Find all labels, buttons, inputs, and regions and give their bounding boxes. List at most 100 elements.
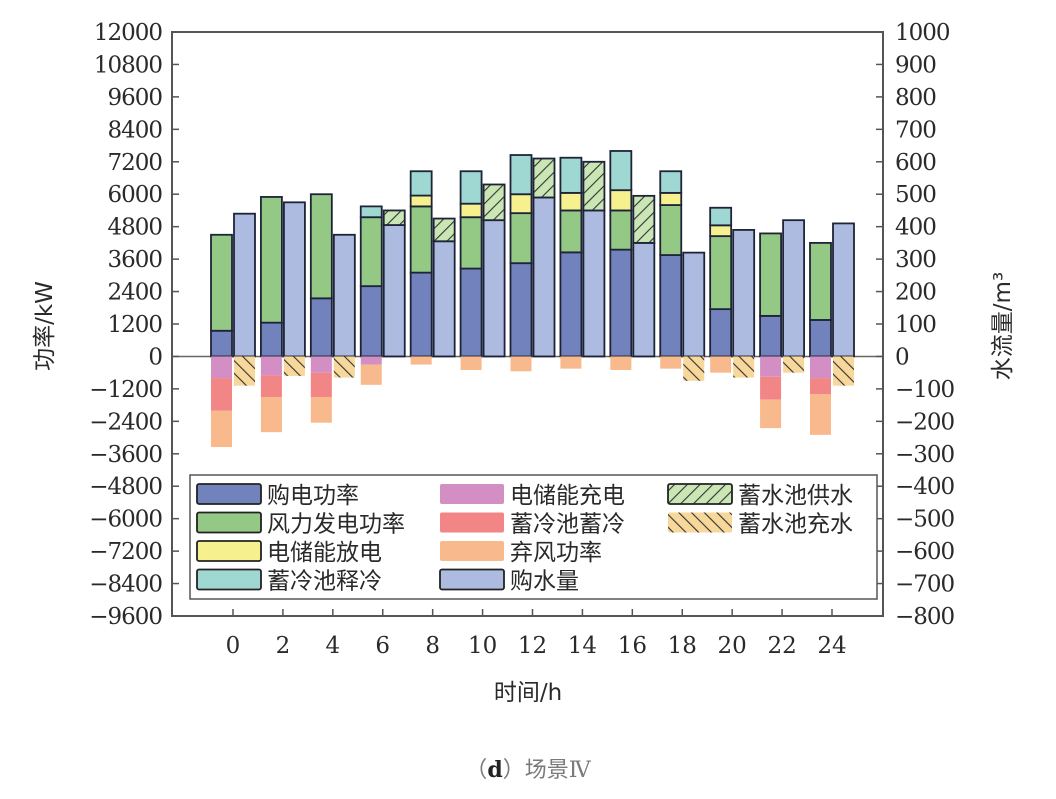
x-tick-label: 2 xyxy=(276,633,291,659)
power-bar-segment xyxy=(559,156,583,194)
water-bar-segment xyxy=(833,356,854,386)
right-tick-label: 0 xyxy=(895,344,909,370)
x-tick-label: 10 xyxy=(468,633,497,659)
power-bar-segment xyxy=(609,248,633,358)
right-tick-label: −100 xyxy=(895,377,955,403)
water-bar-segment xyxy=(783,356,805,373)
water-bar-segment xyxy=(333,356,355,378)
left-tick-label: 6000 xyxy=(107,182,162,208)
right-tick-label: 700 xyxy=(895,117,936,143)
left-tick-label: 4800 xyxy=(107,215,162,241)
water-bar-segment xyxy=(832,222,855,358)
legend-label: 蓄冷池释冷 xyxy=(267,569,382,595)
legend-swatch-purchase-power xyxy=(196,483,262,505)
left-tick-label: 2400 xyxy=(107,280,162,306)
power-bar-segment xyxy=(609,189,633,212)
y2-axis-title: 水流量/m³ xyxy=(990,272,1016,380)
x-tick-label: 16 xyxy=(618,633,647,659)
power-bar-segment xyxy=(260,196,283,324)
power-bar-segment xyxy=(610,356,632,370)
power-bar-segment xyxy=(509,154,533,196)
x-tick-label: 12 xyxy=(518,633,547,659)
legend-swatch-wind-power xyxy=(196,511,262,534)
power-bar-segment xyxy=(359,216,383,288)
left-tick-label: −2400 xyxy=(89,409,162,435)
power-bar-segment xyxy=(810,378,831,395)
left-tick-label: −4800 xyxy=(89,474,162,500)
right-tick-label: 500 xyxy=(895,182,936,208)
power-bar-segment xyxy=(509,262,533,358)
power-bar-segment xyxy=(709,224,733,238)
right-tick-label: −500 xyxy=(895,507,955,533)
power-bar-segment xyxy=(660,356,682,369)
water-bar-segment xyxy=(432,217,456,243)
power-bar-segment xyxy=(409,194,433,208)
power-bar-segment xyxy=(310,372,332,397)
caption-letter: d xyxy=(487,757,503,783)
left-tick-label: −8400 xyxy=(89,572,162,598)
power-bar-segment xyxy=(560,356,582,369)
power-bar-segment xyxy=(559,209,583,254)
left-tick-label: 8400 xyxy=(107,117,162,143)
x-tick-label: 6 xyxy=(375,633,390,659)
water-bar-segment xyxy=(582,160,606,212)
power-bar-segment xyxy=(710,356,732,373)
power-bar-segment xyxy=(659,170,683,194)
water-bar-segment xyxy=(283,201,306,358)
left-tick-label: −7200 xyxy=(89,539,162,565)
power-bar-segment xyxy=(211,410,232,448)
water-bar-segment xyxy=(732,229,756,358)
left-tick-label: 9600 xyxy=(107,85,162,111)
power-bar-segment xyxy=(760,376,782,400)
legend-swatch-wind-curtail xyxy=(440,541,504,561)
right-tick-label: −700 xyxy=(895,572,955,598)
x-tick-label: 18 xyxy=(668,633,697,659)
legend-swatch-cold-storage xyxy=(440,512,504,533)
water-bar-segment xyxy=(283,356,305,376)
power-bar-segment xyxy=(260,397,282,433)
right-tick-label: 800 xyxy=(895,85,936,111)
water-bar-segment xyxy=(582,209,606,358)
power-bar-segment xyxy=(309,297,333,358)
power-bar-segment xyxy=(211,356,232,379)
power-bar-segment xyxy=(609,209,633,251)
power-bar-segment xyxy=(810,356,831,379)
right-tick-label: −800 xyxy=(895,604,955,630)
water-bar-segment xyxy=(382,224,406,358)
water-bar-segment xyxy=(683,356,705,381)
legend-label: 蓄水池供水 xyxy=(738,483,853,509)
water-bar-segment xyxy=(632,194,656,244)
power-bar-segment xyxy=(509,212,533,265)
power-bar-segment xyxy=(360,364,382,385)
y-axis-title: 功率/kW xyxy=(32,281,58,371)
power-bar-segment xyxy=(809,241,832,321)
power-bar-segment xyxy=(709,235,733,311)
power-bar-segment xyxy=(459,170,483,205)
x-tick-label: 22 xyxy=(767,633,796,659)
water-bar-segment xyxy=(233,212,256,358)
water-bar-segment xyxy=(532,157,556,199)
water-bar-segment xyxy=(234,356,255,386)
water-bar-segment xyxy=(733,356,755,378)
power-bar-segment xyxy=(409,271,433,358)
right-tick-label: 1000 xyxy=(895,20,950,46)
x-tick-label: 4 xyxy=(326,633,341,659)
legend-swatch-battery-discharge xyxy=(196,540,262,562)
water-bar-segment xyxy=(782,219,805,358)
x-tick-label: 20 xyxy=(718,633,747,659)
right-tick-label: −200 xyxy=(895,409,955,435)
power-bar-segment xyxy=(760,399,782,429)
caption-prefix: （ xyxy=(465,758,488,783)
right-tick-label: −400 xyxy=(895,474,955,500)
power-bar-segment xyxy=(659,254,683,358)
power-bar-segment xyxy=(409,170,433,197)
left-tick-label: 1200 xyxy=(107,312,162,338)
power-bar-segment xyxy=(309,193,333,300)
power-bar-segment xyxy=(260,375,282,397)
power-bar-segment xyxy=(359,285,383,358)
caption-text: ）场景Ⅳ xyxy=(502,758,591,783)
power-bar-segment xyxy=(260,356,282,376)
power-bar-segment xyxy=(709,308,733,358)
power-bar-segment xyxy=(360,356,382,365)
